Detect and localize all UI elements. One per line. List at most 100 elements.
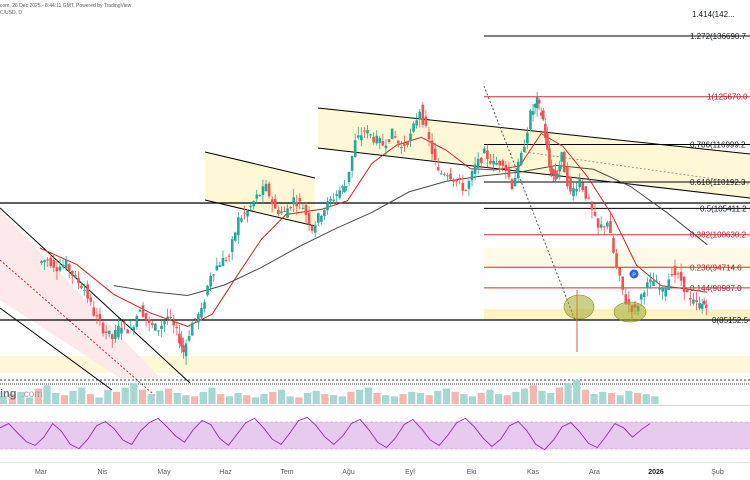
candle-body bbox=[483, 148, 486, 154]
volume-bar bbox=[286, 396, 294, 404]
candle-body bbox=[40, 261, 43, 264]
candle-body bbox=[169, 316, 172, 318]
x-tick-label: Ağu bbox=[342, 469, 355, 476]
candle-body bbox=[172, 321, 176, 326]
candle-body bbox=[427, 132, 431, 140]
candle-body bbox=[320, 215, 323, 222]
candle-body bbox=[182, 345, 185, 353]
candle-body bbox=[546, 133, 549, 150]
candle-body bbox=[554, 170, 557, 180]
candle-body bbox=[658, 287, 661, 290]
candle-body bbox=[255, 194, 259, 199]
volume-bar bbox=[564, 383, 572, 404]
zone-channel-may bbox=[205, 152, 315, 226]
candle-body bbox=[639, 294, 643, 300]
candle-body bbox=[233, 232, 237, 241]
volume-bar bbox=[191, 396, 199, 404]
candle-body bbox=[193, 318, 197, 320]
candle-body bbox=[575, 189, 578, 192]
candle-body bbox=[129, 327, 133, 329]
candle-body bbox=[160, 325, 163, 330]
candle-body bbox=[621, 276, 625, 290]
x-tick-label: Şub bbox=[711, 469, 724, 476]
candle-body bbox=[412, 123, 415, 132]
candle-body bbox=[510, 179, 514, 190]
candle-body bbox=[593, 211, 597, 216]
candle-body bbox=[670, 274, 674, 276]
volume-bar bbox=[434, 390, 442, 404]
volume-bar bbox=[538, 390, 546, 404]
candle-body bbox=[415, 120, 418, 126]
marker-badge[interactable] bbox=[629, 269, 639, 279]
trendline-layer bbox=[0, 85, 750, 401]
candle-body bbox=[578, 179, 581, 188]
candle-body bbox=[566, 166, 569, 187]
candle-body bbox=[560, 152, 564, 162]
candle-body bbox=[452, 179, 455, 182]
volume-bar bbox=[147, 394, 155, 404]
candle-body bbox=[556, 173, 559, 178]
volume-bar bbox=[390, 396, 398, 404]
candle-body bbox=[676, 273, 680, 275]
candle-body bbox=[224, 259, 228, 261]
volume-bar bbox=[408, 391, 416, 404]
candle-body bbox=[313, 225, 317, 233]
candle-body bbox=[495, 162, 498, 165]
candle-body bbox=[498, 160, 502, 166]
candle-body bbox=[135, 316, 139, 328]
candle-body bbox=[602, 226, 606, 228]
candle-body bbox=[307, 212, 311, 225]
x-tick-label: Eyl bbox=[405, 469, 415, 476]
volume-bar bbox=[399, 394, 407, 404]
candle-body bbox=[123, 322, 126, 324]
candle-body bbox=[544, 123, 547, 139]
volume-bar bbox=[356, 389, 364, 404]
volume-bar bbox=[338, 396, 346, 404]
candle-body bbox=[157, 330, 160, 332]
x-tick-label: May bbox=[157, 469, 171, 476]
candle-body bbox=[184, 343, 188, 357]
candle-body bbox=[649, 279, 652, 283]
candle-body bbox=[562, 151, 566, 173]
candle-body bbox=[541, 110, 545, 120]
candle-body bbox=[372, 136, 375, 143]
candle-body bbox=[531, 111, 535, 115]
x-tick-label: Ara bbox=[589, 469, 600, 476]
candle-body bbox=[618, 267, 621, 276]
candle-body bbox=[252, 201, 256, 207]
candle-body bbox=[46, 259, 49, 261]
volume-bar bbox=[382, 395, 390, 404]
volume-bar bbox=[312, 390, 320, 404]
volume-bar bbox=[243, 395, 251, 404]
candle-body bbox=[519, 152, 523, 165]
candle-body bbox=[166, 316, 169, 319]
x-axis: Mar Nis May Haz Tem Ağu Eyl Eki Kas Ara 2026 Şub bbox=[35, 469, 724, 476]
x-tick-label: Mar bbox=[35, 469, 48, 476]
candle-body bbox=[218, 265, 222, 268]
rsi-band bbox=[0, 422, 750, 449]
fib-label-2: 0.786(116999.2 bbox=[690, 141, 746, 150]
volume-bar bbox=[303, 393, 312, 404]
candle-body bbox=[424, 116, 428, 126]
candle-body bbox=[132, 327, 136, 331]
candle-body bbox=[117, 326, 120, 338]
candle-body bbox=[55, 267, 59, 272]
watermark-suffix: .com bbox=[21, 389, 43, 400]
volume-bar bbox=[495, 394, 503, 404]
candle-body bbox=[535, 97, 539, 109]
volume-bar bbox=[173, 393, 181, 404]
volume-bar bbox=[486, 389, 494, 404]
candle-body bbox=[390, 128, 394, 140]
candle-body bbox=[667, 279, 671, 290]
candle-body bbox=[418, 111, 422, 120]
candle-body bbox=[409, 133, 412, 141]
candle-body bbox=[486, 150, 489, 160]
volume-bar bbox=[642, 394, 650, 404]
candle-body bbox=[501, 160, 505, 166]
candle-body bbox=[292, 197, 295, 205]
candle-body bbox=[197, 314, 200, 323]
candle-layer bbox=[40, 91, 708, 365]
candle-body bbox=[458, 178, 462, 180]
candle-body bbox=[461, 183, 465, 191]
x-tick-label: Haz bbox=[219, 469, 232, 476]
